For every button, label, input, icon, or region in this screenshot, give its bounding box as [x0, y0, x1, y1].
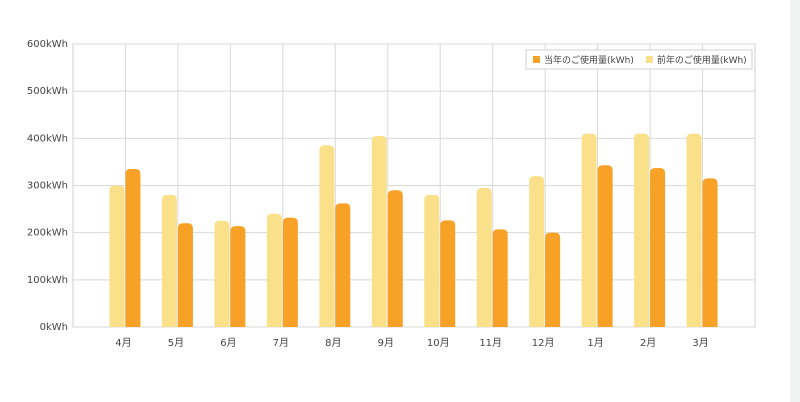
bar	[371, 135, 387, 327]
bar	[335, 203, 351, 327]
bar	[424, 194, 440, 327]
legend-label: 当年のご使用量(kWh)	[544, 54, 634, 66]
bar	[476, 187, 492, 327]
bar	[177, 223, 193, 327]
bar	[545, 232, 561, 327]
bar	[230, 226, 246, 327]
y-tick-label: 500kWh	[27, 86, 68, 97]
x-tick-label: 11月	[479, 337, 502, 349]
legend-box	[525, 49, 753, 70]
bar	[282, 217, 298, 327]
bar	[634, 133, 650, 327]
side-strip	[790, 0, 800, 402]
x-tick-label: 8月	[325, 337, 341, 349]
bar	[686, 133, 702, 327]
bar	[529, 176, 545, 327]
legend-swatch	[645, 56, 653, 63]
bar	[387, 190, 403, 327]
bar	[214, 220, 230, 327]
bar	[125, 168, 141, 327]
x-tick-label: 5月	[168, 337, 184, 349]
y-tick-label: 200kWh	[27, 228, 68, 239]
x-tick-label: 7月	[273, 337, 289, 349]
y-tick-label: 100kWh	[27, 275, 68, 286]
bar	[492, 229, 508, 327]
x-tick-label: 3月	[692, 337, 708, 349]
x-tick-label: 4月	[115, 337, 131, 349]
x-tick-label: 12月	[532, 337, 555, 349]
y-tick-label: 300kWh	[27, 181, 68, 192]
legend-swatch	[533, 56, 540, 63]
bar	[702, 178, 718, 327]
bar	[109, 185, 125, 327]
bar	[161, 194, 177, 327]
legend-label: 前年のご使用量(kWh)	[657, 54, 747, 66]
bar	[650, 168, 666, 327]
x-tick-label: 6月	[220, 337, 236, 349]
x-tick-label: 1月	[587, 337, 603, 349]
bar	[266, 213, 282, 327]
bar	[597, 165, 613, 327]
x-tick-label: 9月	[378, 337, 394, 349]
legend: 当年のご使用量(kWh) 前年のご使用量(kWh)	[525, 49, 753, 70]
y-tick-label: 600kWh	[27, 39, 68, 50]
y-tick-label: 0kWh	[40, 322, 68, 333]
bar	[319, 145, 335, 327]
x-tick-label: 2月	[640, 337, 656, 349]
bar	[581, 133, 597, 327]
x-tick-label: 10月	[427, 337, 450, 349]
bar	[440, 220, 456, 327]
y-tick-label: 400kWh	[27, 133, 68, 144]
